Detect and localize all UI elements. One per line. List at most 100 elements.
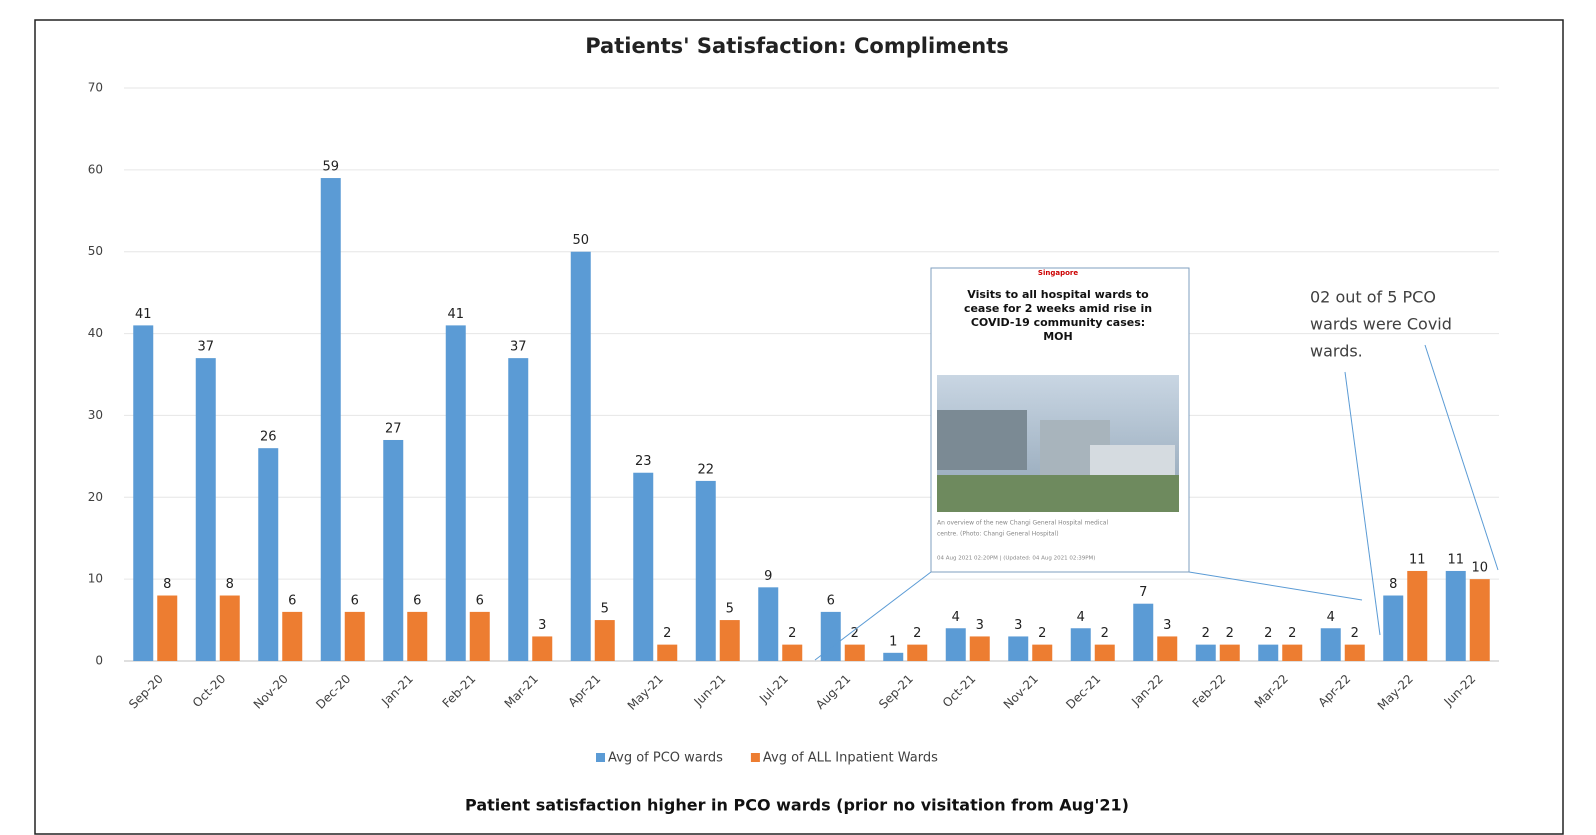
bar <box>720 620 740 661</box>
data-label: 3 <box>1163 618 1171 633</box>
data-label: 41 <box>447 307 464 322</box>
data-label: 41 <box>135 307 152 322</box>
y-tick-label: 20 <box>88 490 103 504</box>
news-caption: An overview of the new Changi General Ho… <box>937 520 1108 527</box>
bar <box>696 481 716 661</box>
legend-swatch <box>596 753 605 762</box>
legend-swatch <box>751 753 760 762</box>
data-label: 2 <box>1288 626 1296 641</box>
data-label: 2 <box>1038 626 1046 641</box>
news-date: 04 Aug 2021 02:20PM | (Updated: 04 Aug 2… <box>937 556 1095 562</box>
news-headline: MOH <box>1043 330 1073 343</box>
data-label: 6 <box>476 593 484 608</box>
data-label: 11 <box>1447 552 1464 567</box>
bar <box>946 628 966 661</box>
bar <box>258 448 278 661</box>
bar <box>508 358 528 661</box>
bar <box>782 645 802 661</box>
bar <box>196 358 216 661</box>
bar <box>907 645 927 661</box>
bar <box>571 252 591 661</box>
note: 02 out of 5 PCO <box>1310 288 1436 307</box>
bar <box>1133 604 1153 661</box>
data-label: 2 <box>1351 626 1359 641</box>
frame <box>35 20 1563 834</box>
y-tick-label: 40 <box>88 326 103 340</box>
data-label: 5 <box>601 602 609 617</box>
bar <box>133 325 153 661</box>
data-label: 27 <box>385 421 402 436</box>
y-tick-label: 10 <box>88 572 103 586</box>
data-label: 2 <box>913 626 921 641</box>
bar <box>157 596 177 661</box>
news-headline: Visits to all hospital wards to <box>967 288 1149 301</box>
data-label: 11 <box>1409 552 1426 567</box>
bar <box>282 612 302 661</box>
data-label: 3 <box>1014 618 1022 633</box>
bar <box>1071 628 1091 661</box>
bar <box>758 587 778 661</box>
data-label: 10 <box>1471 561 1488 576</box>
news-photo <box>937 410 1027 470</box>
bar <box>1196 645 1216 661</box>
bar <box>1383 596 1403 661</box>
bar <box>1446 571 1466 661</box>
data-label: 8 <box>226 577 234 592</box>
bar <box>220 596 240 661</box>
chart-title: Patients' Satisfaction: Compliments <box>585 34 1009 58</box>
bar <box>383 440 403 661</box>
data-label: 22 <box>697 462 714 477</box>
bar <box>1220 645 1240 661</box>
legend-label: Avg of PCO wards <box>608 751 723 766</box>
data-label: 2 <box>663 626 671 641</box>
footer: Patient satisfaction higher in PCO wards… <box>465 796 1129 815</box>
bar <box>883 653 903 661</box>
bar <box>1282 645 1302 661</box>
y-tick-label: 70 <box>88 81 103 95</box>
bar <box>1095 645 1115 661</box>
data-label: 2 <box>788 626 796 641</box>
bar <box>657 645 677 661</box>
data-label: 1 <box>889 634 897 649</box>
news-section: Singapore <box>1038 269 1078 277</box>
bar <box>595 620 615 661</box>
bar <box>1345 645 1365 661</box>
data-label: 4 <box>1327 610 1335 625</box>
data-label: 37 <box>197 340 214 355</box>
bar <box>407 612 427 661</box>
bar <box>1157 636 1177 661</box>
bar <box>1407 571 1427 661</box>
data-label: 2 <box>1202 626 1210 641</box>
data-label: 3 <box>538 618 546 633</box>
bar <box>345 612 365 661</box>
news-photo <box>937 475 1179 512</box>
bar <box>532 636 552 661</box>
news-headline: COVID-19 community cases: <box>971 316 1145 329</box>
data-label: 6 <box>351 593 359 608</box>
bar <box>1258 645 1278 661</box>
bar <box>1321 628 1341 661</box>
data-label: 6 <box>827 593 835 608</box>
data-label: 50 <box>572 233 589 248</box>
data-label: 4 <box>952 610 960 625</box>
note: wards were Covid <box>1310 315 1452 334</box>
data-label: 8 <box>163 577 171 592</box>
data-label: 4 <box>1077 610 1085 625</box>
y-tick-label: 0 <box>95 654 103 668</box>
y-tick-label: 50 <box>88 244 103 258</box>
bar <box>1008 636 1028 661</box>
note: wards. <box>1310 342 1363 361</box>
data-label: 2 <box>851 626 859 641</box>
bar <box>470 612 490 661</box>
bar <box>633 473 653 661</box>
bar <box>845 645 865 661</box>
y-tick-label: 60 <box>88 162 103 176</box>
bar <box>1032 645 1052 661</box>
legend-label: Avg of ALL Inpatient Wards <box>763 751 938 766</box>
y-tick-label: 30 <box>88 408 103 422</box>
chart: Patients' Satisfaction: Compliments Pati… <box>0 0 1596 835</box>
news-caption: centre. (Photo: Changi General Hospital) <box>937 531 1059 538</box>
data-label: 6 <box>288 593 296 608</box>
data-label: 2 <box>1264 626 1272 641</box>
data-label: 23 <box>635 454 652 469</box>
